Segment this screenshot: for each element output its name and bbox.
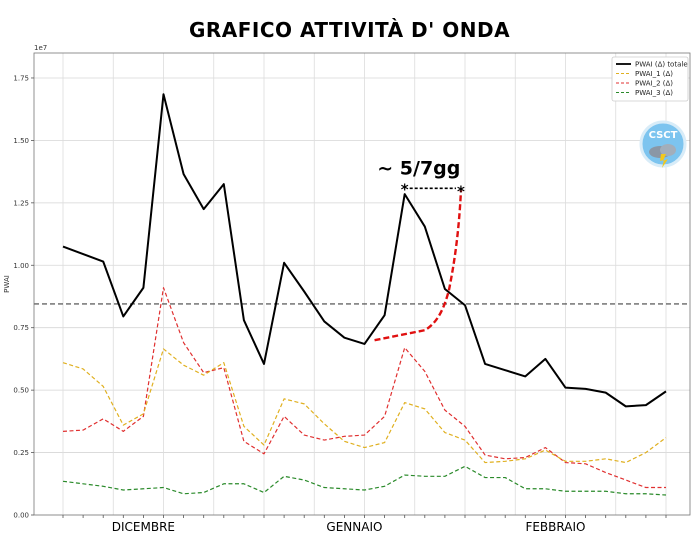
y-tick-label: 1.50	[13, 137, 29, 145]
legend-label: PWAI_2 (Δ)	[635, 80, 673, 88]
lightning-icon	[660, 154, 668, 168]
legend-label: PWAI (Δ) totale	[635, 61, 688, 69]
series-lines	[62, 93, 667, 496]
series-line-pwai-2	[62, 287, 666, 489]
star-marker: *	[401, 180, 409, 198]
x-month-label: GENNAIO	[326, 520, 382, 534]
series-line-pwai-totale	[62, 93, 667, 408]
star-marker: *	[457, 182, 465, 200]
legend-label: PWAI_3 (Δ)	[635, 89, 673, 97]
y-scale-note: 1e7	[34, 44, 47, 52]
y-tick-label: 0.00	[13, 512, 29, 520]
plot-frame	[33, 52, 691, 516]
y-tick-label: 1.00	[13, 262, 29, 270]
x-month-label: DICEMBRE	[112, 520, 175, 534]
y-tick-label: 1.75	[13, 74, 29, 82]
series-line-pwai-1	[62, 348, 667, 464]
projection-curve	[374, 190, 463, 342]
logo: CSCT	[639, 120, 687, 168]
y-tick-label: 1.25	[13, 199, 29, 207]
y-tick-label: 0.25	[13, 449, 29, 457]
y-axis-label: PWAI	[3, 275, 11, 293]
legend-label: PWAI_1 (Δ)	[635, 70, 673, 78]
series-line-pwai-3	[62, 465, 667, 496]
y-tick-label: 0.75	[13, 324, 29, 332]
axes: 0.00 0.25 0.50 0.75 1.00 1.25 1.50 1.75 DICEMBRE…	[3, 44, 691, 534]
grid	[34, 53, 690, 516]
annotation-group: * *~ 5/7gg	[374, 157, 465, 342]
y-tick-label: 0.50	[13, 387, 29, 395]
x-month-label: FEBBRAIO	[525, 520, 585, 534]
logo-text: CSCT	[649, 130, 678, 141]
chart-title: GRAFICO ATTIVITÀ D' ONDA	[188, 18, 511, 42]
legend-box	[611, 56, 689, 102]
annotation-text: ~ 5/7gg	[377, 157, 460, 179]
